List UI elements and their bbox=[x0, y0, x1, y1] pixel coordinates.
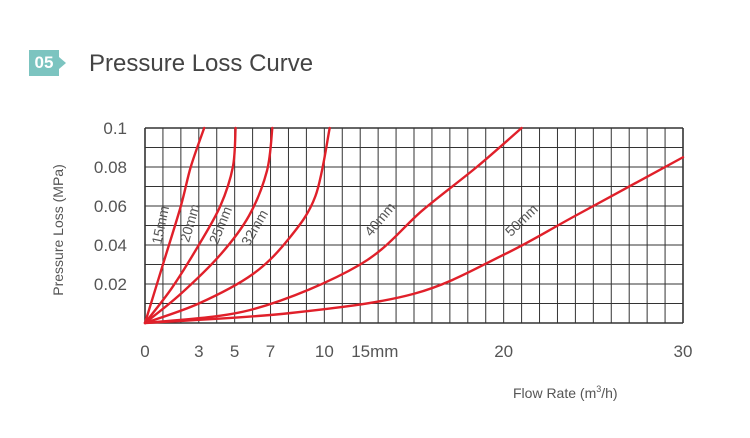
series-line-40mm bbox=[143, 126, 523, 325]
chart-curves bbox=[143, 126, 685, 325]
y-axis-label: Pressure Loss (MPa) bbox=[50, 164, 66, 295]
y-tick-label: 0.02 bbox=[94, 275, 127, 294]
chart-grid bbox=[144, 127, 684, 324]
x-tick-label: 0 bbox=[140, 342, 149, 361]
x-tick-labels: 0 3 5 7 10 15mm 20 30 bbox=[140, 342, 692, 361]
x-tick-label: 3 bbox=[194, 342, 203, 361]
series-line-20mm bbox=[143, 126, 237, 325]
curve-label-40mm: 40mm bbox=[361, 199, 398, 239]
y-tick-label: 0.06 bbox=[94, 197, 127, 216]
curve-label-15mm: 15mm bbox=[148, 204, 172, 245]
series-line-50mm bbox=[143, 156, 685, 325]
x-tick-label: 30 bbox=[674, 342, 693, 361]
x-axis-label-sup: 3 bbox=[596, 384, 601, 394]
y-tick-labels: 0.1 0.08 0.06 0.04 0.02 bbox=[94, 119, 127, 294]
series-line-15mm bbox=[143, 126, 206, 325]
x-tick-label: 7 bbox=[266, 342, 275, 361]
x-tick-label: 10 bbox=[315, 342, 334, 361]
y-tick-label: 0.04 bbox=[94, 236, 127, 255]
x-tick-label: 20 bbox=[494, 342, 513, 361]
x-tick-label: 5 bbox=[230, 342, 239, 361]
badge-arrow-icon bbox=[59, 57, 66, 69]
x-axis-label: Flow Rate (m3/h) bbox=[513, 384, 618, 401]
page-title: Pressure Loss Curve bbox=[89, 50, 314, 77]
x-tick-label: 15mm bbox=[351, 342, 398, 361]
y-tick-label: 0.1 bbox=[103, 119, 127, 138]
x-axis-label-main: Flow Rate (m bbox=[513, 385, 596, 401]
series-line-32mm bbox=[143, 126, 331, 325]
x-axis-label-end: /h) bbox=[601, 385, 617, 401]
series-line-25mm bbox=[143, 126, 274, 325]
section-number-badge: 05 bbox=[29, 50, 59, 76]
y-tick-label: 0.08 bbox=[94, 158, 127, 177]
